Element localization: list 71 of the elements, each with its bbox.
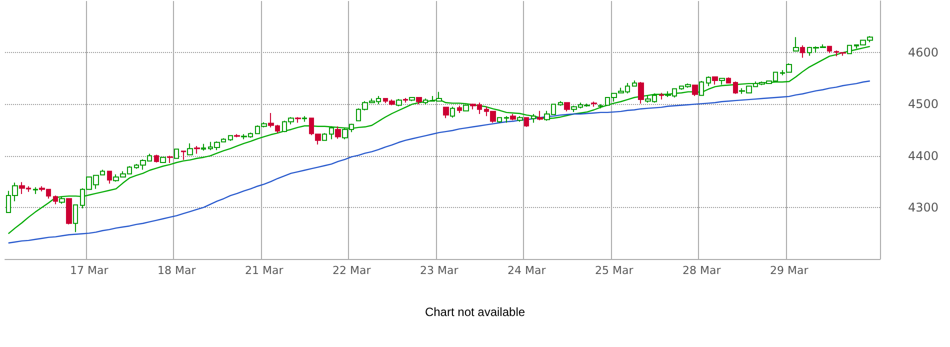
candlestick (719, 78, 725, 86)
candlestick (632, 80, 637, 87)
candlestick (827, 46, 832, 54)
y-tick-label: 4300 (908, 200, 939, 214)
y-tick-label: 4500 (908, 97, 939, 112)
candlestick (409, 96, 415, 102)
candlestick (228, 134, 233, 142)
candlestick (517, 116, 523, 122)
candlestick (726, 76, 731, 84)
x-tick-label: 23 Mar (420, 264, 459, 277)
x-tick-label: 24 Mar (508, 264, 546, 277)
candlestick (322, 132, 327, 142)
candlestick (706, 76, 711, 87)
y-tick-label: 4600 (908, 46, 939, 60)
candlestick (450, 106, 455, 118)
candlestick (107, 170, 112, 184)
candlestick (793, 36, 799, 52)
candlestick (712, 76, 718, 86)
candlestick (33, 186, 38, 194)
candlestick (174, 148, 179, 160)
candlestick (181, 150, 186, 160)
x-tick-label: 28 Mar (682, 264, 722, 277)
candlestick (504, 116, 509, 124)
candlestick (73, 204, 78, 233)
candlestick (524, 116, 529, 128)
candlestick (154, 154, 159, 164)
x-tick-label: 18 Mar (158, 264, 196, 277)
candlestick (335, 126, 341, 140)
candlestick (638, 82, 644, 104)
x-tick-label: 22 Mar (332, 264, 372, 277)
candlestick (443, 106, 449, 119)
candlestick (329, 126, 334, 140)
candlestick (800, 44, 805, 58)
candlestick (531, 114, 536, 124)
candlestick (416, 96, 422, 105)
text: Chart not available (424, 305, 526, 319)
candlestick (558, 100, 563, 106)
candlestick (497, 117, 502, 124)
x-tick-label: 29 Mar (770, 264, 809, 277)
candlestick (692, 84, 698, 96)
candlestick (194, 145, 200, 154)
candlestick (699, 80, 704, 96)
candlestick (187, 142, 193, 156)
candlestick (537, 110, 543, 121)
candlestick (403, 98, 408, 104)
candlestick (463, 104, 469, 112)
x-tick-label: 21 Mar (245, 264, 284, 277)
candlestick (160, 156, 166, 164)
candlestick (167, 155, 173, 164)
candlestick (591, 101, 597, 108)
candlestick (659, 92, 664, 100)
candlestick (234, 134, 240, 138)
candlestick (598, 104, 603, 109)
x-tick-label: 17 Mar (70, 264, 109, 277)
candlestick (201, 143, 206, 152)
y-tick-label: 4400 (908, 148, 939, 163)
candlestick (457, 105, 462, 114)
line-series (8, 46, 871, 234)
candlestick (733, 80, 738, 94)
candlestick (510, 114, 516, 121)
candlestick (564, 102, 570, 112)
candlestick (295, 116, 301, 124)
candlestick (423, 98, 428, 105)
line-series (8, 80, 871, 244)
x-tick-label: 25 Mar (595, 264, 634, 277)
candlestick (302, 116, 307, 122)
candlestick (59, 196, 65, 204)
candlestick (847, 44, 852, 55)
candlestick (53, 195, 58, 205)
candlestick (396, 98, 402, 107)
candlestick (66, 198, 72, 225)
